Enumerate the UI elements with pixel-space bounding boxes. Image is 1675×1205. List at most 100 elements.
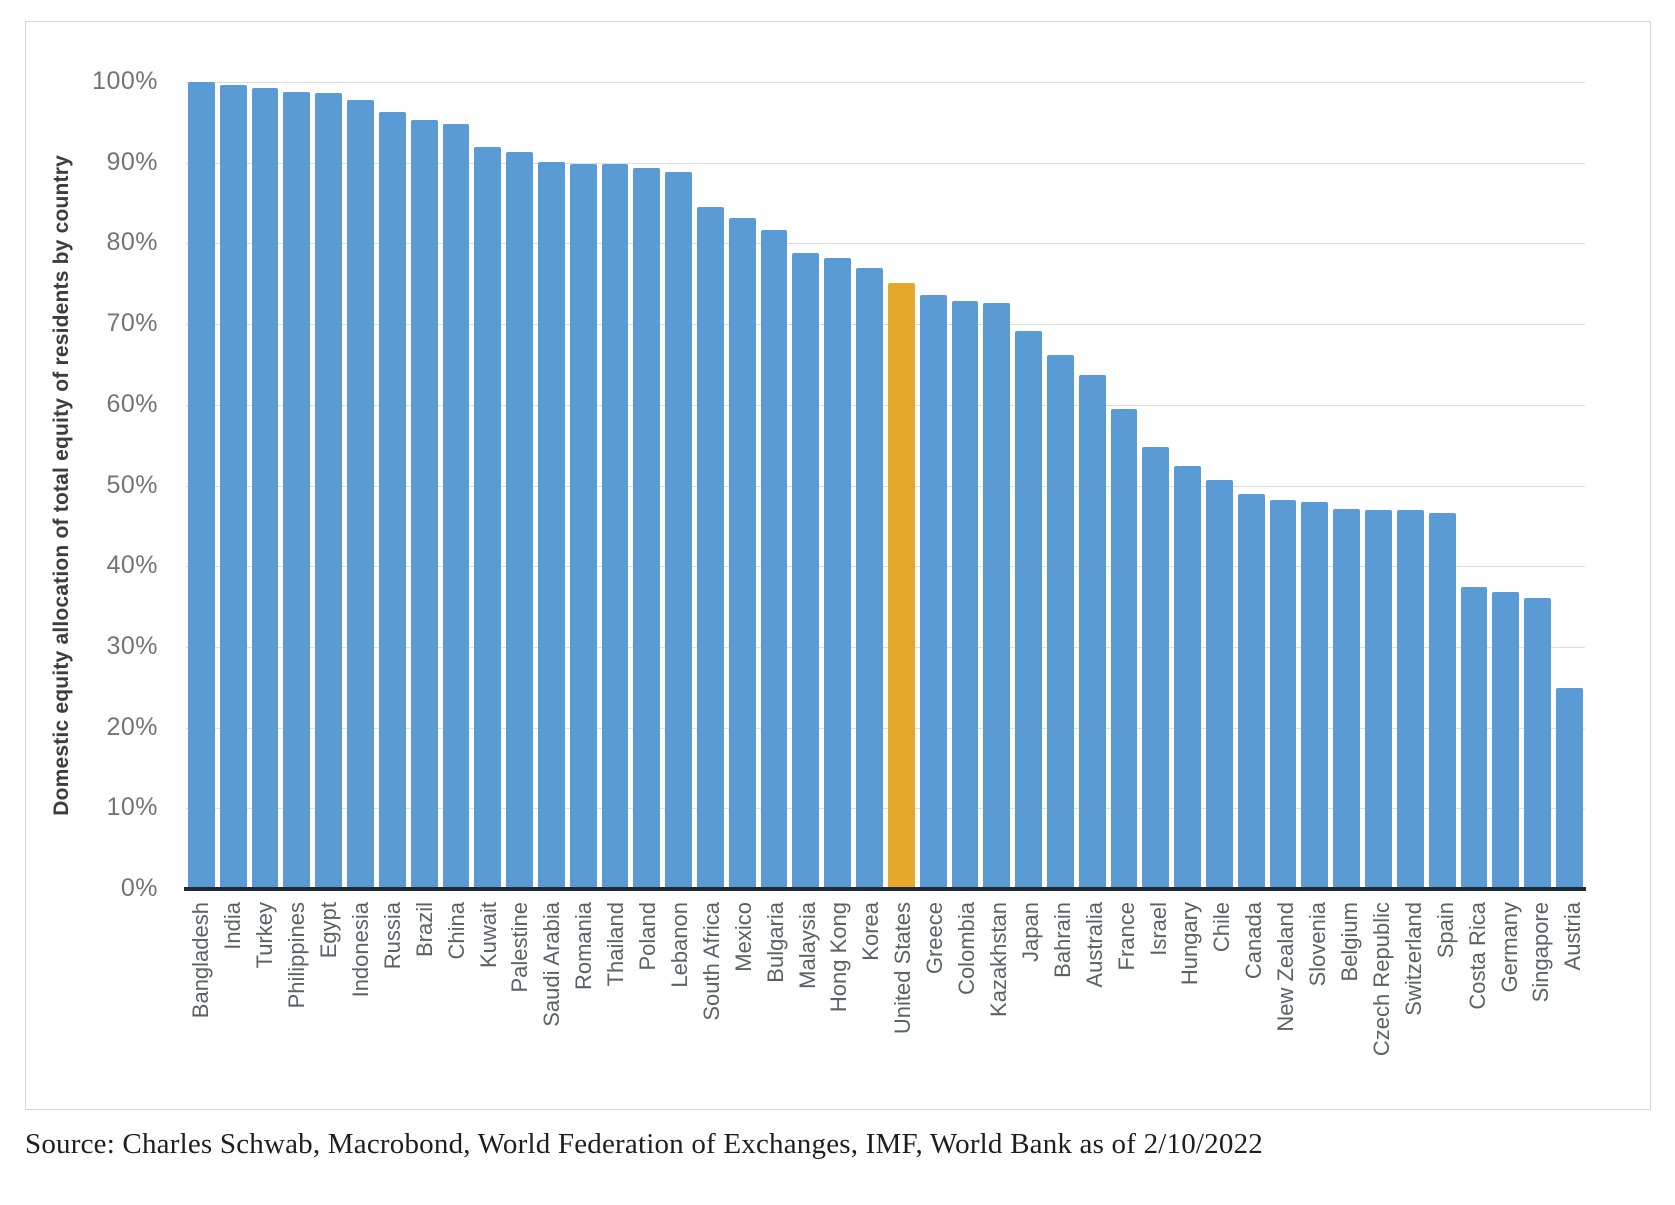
y-tick-label: 0%: [120, 873, 158, 902]
x-axis-label: South Africa: [698, 902, 724, 1021]
x-axis-label: Turkey: [252, 902, 278, 969]
bar-cell: [506, 82, 533, 889]
x-label-cell: Indonesia: [348, 902, 375, 1102]
x-label-cell: South Africa: [699, 902, 726, 1102]
bar-greece: [919, 295, 947, 889]
x-label-cell: Brazil: [411, 902, 438, 1102]
x-label-cell: Hungary: [1177, 902, 1204, 1102]
bar-cell: [1492, 82, 1520, 889]
bar-cell: [219, 82, 247, 889]
y-tick-label: 50%: [106, 470, 158, 499]
bar-colombia: [951, 300, 979, 889]
gridline: [186, 646, 1585, 648]
x-axis-label: Kuwait: [475, 902, 501, 969]
bar-cell: [887, 82, 915, 889]
x-label-cell: Israel: [1145, 902, 1172, 1102]
x-label-cell: Czech Republic: [1369, 902, 1396, 1102]
x-axis-label: Israel: [1145, 902, 1171, 956]
x-label-cell: Switzerland: [1400, 902, 1427, 1102]
bar-cell: [474, 82, 502, 889]
bar-germany: [1492, 592, 1520, 889]
x-axis-label: Colombia: [954, 902, 980, 995]
x-axis-label: Chile: [1209, 902, 1235, 953]
bar-bangladesh: [188, 82, 215, 889]
bar-cell: [1206, 82, 1233, 889]
bar-cell: [251, 82, 279, 889]
x-label-cell: Kazakhstan: [986, 902, 1013, 1102]
bar-indonesia: [347, 99, 374, 889]
x-axis-label: New Zealand: [1273, 902, 1299, 1032]
x-label-cell: Greece: [922, 902, 949, 1102]
x-label-cell: Romania: [571, 902, 598, 1102]
x-label-cell: Slovenia: [1305, 902, 1332, 1102]
bar-cell: [1269, 82, 1297, 889]
y-tick-label: 20%: [106, 712, 158, 741]
bar-cell: [1237, 82, 1265, 889]
x-label-cell: Poland: [635, 902, 662, 1102]
x-label-cell: Thailand: [603, 902, 630, 1102]
y-tick-label: 80%: [106, 228, 158, 257]
x-axis-label: Canada: [1241, 902, 1267, 980]
x-axis-label: Hungary: [1177, 902, 1203, 986]
bar-cell: [1365, 82, 1392, 889]
bar-cell: [856, 82, 883, 889]
x-label-cell: Bangladesh: [188, 902, 215, 1102]
bar-cell: [188, 82, 215, 889]
bar-cell: [792, 82, 820, 889]
x-axis-label: India: [220, 902, 246, 950]
bar-cell: [1428, 82, 1456, 889]
bar-france: [1110, 408, 1138, 889]
x-axis-label: Russia: [379, 902, 405, 970]
x-axis-label: Indonesia: [347, 902, 373, 998]
bar-brazil: [410, 119, 438, 889]
x-label-cell: India: [220, 902, 247, 1102]
x-axis-label: Belgium: [1336, 902, 1362, 982]
bar-kazakhstan: [983, 303, 1011, 889]
x-label-cell: Canada: [1241, 902, 1268, 1102]
bar-cell: [569, 82, 597, 889]
x-axis-label: Austria: [1560, 902, 1586, 971]
bar-cell: [728, 82, 756, 889]
bar-bulgaria: [760, 229, 788, 889]
bar-cell: [315, 82, 343, 889]
x-axis-label: Singapore: [1528, 902, 1554, 1003]
x-axis-label: France: [1113, 902, 1139, 971]
bar-cell: [1396, 82, 1424, 889]
bar-bahrain: [1046, 354, 1074, 889]
bar-cell: [1524, 82, 1551, 889]
y-tick-label: 90%: [106, 147, 158, 176]
bar-thailand: [601, 164, 629, 889]
x-axis-label: Bahrain: [1049, 902, 1075, 978]
x-label-cell: France: [1113, 902, 1140, 1102]
gridline: [186, 808, 1585, 810]
x-axis-label: Lebanon: [666, 902, 692, 988]
x-label-cell: Palestine: [507, 902, 534, 1102]
bar-cell: [347, 82, 374, 889]
gridline: [186, 82, 1585, 83]
gridline: [186, 243, 1585, 245]
x-label-cell: Australia: [1081, 902, 1108, 1102]
x-label-cell: China: [443, 902, 470, 1102]
x-axis-label: Poland: [635, 902, 661, 971]
y-tick-label: 30%: [106, 631, 158, 660]
x-label-cell: Chile: [1209, 902, 1236, 1102]
bar-cell: [1110, 82, 1138, 889]
bar-israel: [1142, 446, 1170, 889]
x-label-cell: Hong Kong: [826, 902, 853, 1102]
bar-russia: [378, 111, 406, 889]
bar-cell: [983, 82, 1011, 889]
y-axis-ticks: 0% 10% 20% 30% 40% 50% 60% 70% 80% 90% 100%: [26, 22, 158, 1109]
x-label-cell: Bulgaria: [762, 902, 789, 1102]
bar-cell: [537, 82, 565, 889]
x-label-cell: Austria: [1560, 902, 1587, 1102]
x-label-cell: Philippines: [284, 902, 311, 1102]
x-axis-label: Hong Kong: [826, 902, 852, 1013]
bar-cell: [1333, 82, 1361, 889]
x-axis-label: Australia: [1081, 902, 1107, 988]
x-label-cell: Costa Rica: [1464, 902, 1491, 1102]
bar-cell: [665, 82, 692, 889]
bar-korea: [856, 267, 883, 889]
bar-turkey: [251, 87, 279, 889]
bar-cell: [442, 82, 470, 889]
x-label-cell: Colombia: [954, 902, 981, 1102]
